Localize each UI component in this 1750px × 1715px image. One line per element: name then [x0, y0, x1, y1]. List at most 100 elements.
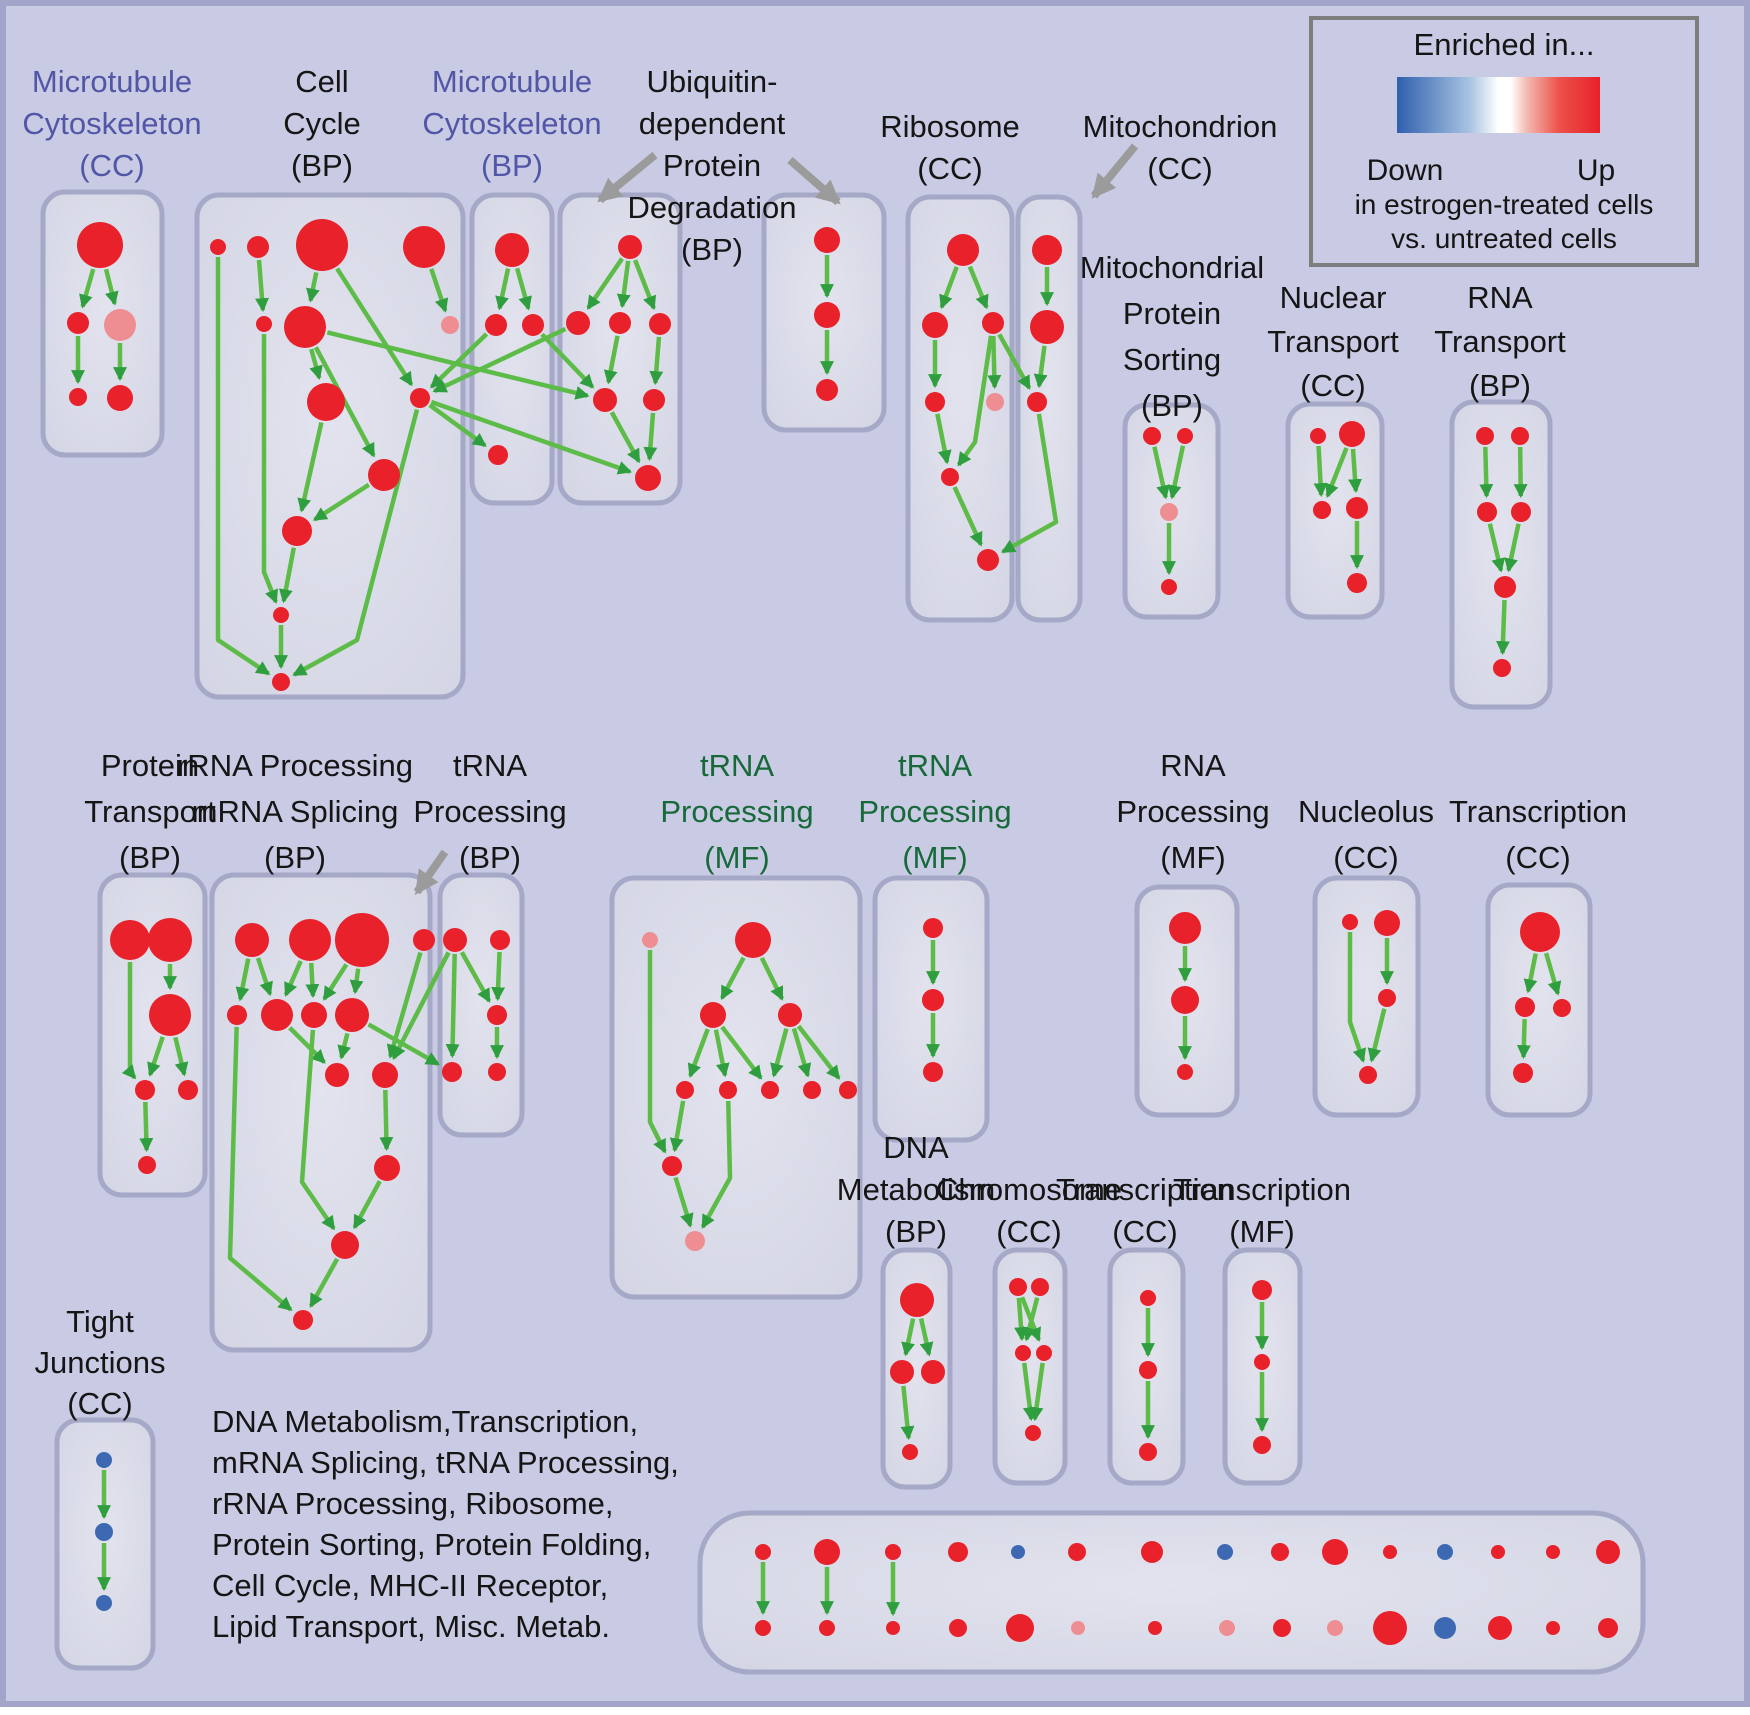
- go-node-S1: [890, 1360, 914, 1384]
- edge-D2-D4: [603, 335, 620, 385]
- edge-C0-C1: [495, 268, 511, 311]
- go-node-L4: [227, 1005, 247, 1025]
- go-node-B3: [403, 226, 445, 268]
- legend-caption-2: vs. untreated cells: [1391, 223, 1617, 254]
- trna-mf-label-2: tRNA Processing (MF): [858, 748, 1011, 875]
- strip-dot-top-4: [1011, 1545, 1025, 1559]
- go-node-Q0: [1342, 914, 1358, 930]
- go-node-R3: [1513, 1063, 1533, 1083]
- edge-F2-F5: [956, 335, 994, 467]
- label-pointer-arrow-3: [413, 849, 449, 895]
- go-node-O0: [923, 918, 943, 938]
- go-node-D1: [566, 311, 590, 335]
- go-node-K3: [135, 1080, 155, 1100]
- edge-S1-S3: [900, 1385, 915, 1441]
- edge-C0-C2: [514, 267, 532, 311]
- edge-D0-D2: [616, 260, 631, 309]
- edge-J3-J4: [1504, 523, 1521, 573]
- go-node-F2: [982, 312, 1004, 334]
- go-node-R0: [1520, 912, 1560, 952]
- edge-K0-K3: [121, 962, 137, 1080]
- go-node-T4: [1025, 1425, 1041, 1441]
- go-node-R2: [1553, 999, 1571, 1017]
- edge-N3-N6: [770, 1027, 789, 1078]
- edge-T0-T2: [1014, 1297, 1028, 1342]
- go-node-N1: [735, 922, 771, 958]
- go-node-V1: [1254, 1354, 1270, 1370]
- edge-N2-N4: [687, 1028, 710, 1078]
- edge-L6-L11: [299, 1029, 336, 1231]
- edge-B8-C3: [428, 403, 487, 448]
- go-node-G0: [1032, 235, 1062, 265]
- edge-D1-B8: [432, 326, 567, 394]
- mitochondrion-label: Mitochondrion (CC): [1083, 109, 1278, 186]
- edge-L1-L5: [283, 960, 303, 997]
- edge-J2-J4: [1487, 523, 1506, 573]
- go-node-M4: [488, 1063, 506, 1081]
- go-node-F1: [922, 312, 948, 338]
- go-node-N2: [700, 1002, 726, 1028]
- go-node-N4: [676, 1081, 694, 1099]
- go-node-X2: [96, 1595, 112, 1611]
- go-node-B6: [441, 316, 459, 334]
- strip-dot-top-6: [1141, 1541, 1163, 1563]
- strip-dot-bottom-13: [1546, 1621, 1560, 1635]
- tight-junctions-label: Tight Junctions (CC): [35, 1304, 166, 1421]
- edge-D3-D5: [649, 336, 664, 386]
- go-node-L6: [301, 1002, 327, 1028]
- edge-K3-K5: [139, 1101, 154, 1153]
- go-node-A3: [69, 388, 87, 406]
- go-node-O1: [922, 989, 944, 1011]
- go-node-O2: [923, 1062, 943, 1082]
- go-node-B8: [410, 388, 430, 408]
- go-node-S3: [902, 1444, 918, 1460]
- go-node-L9: [372, 1062, 398, 1088]
- trna-bp-label: tRNA Processing (BP): [413, 748, 566, 875]
- mt-cc-box: [40, 189, 165, 458]
- edge-R0-R2: [1543, 952, 1562, 996]
- go-node-F0: [947, 234, 979, 266]
- misc-strip-box: [697, 1510, 1646, 1675]
- strip-dot-top-3: [948, 1542, 968, 1562]
- strip-dot-bottom-1: [819, 1620, 835, 1636]
- go-node-H1: [1177, 428, 1193, 444]
- transcription-cc-box-1: [1485, 882, 1593, 1118]
- edge-B4-D4: [326, 330, 590, 400]
- rna-mf-label: RNA Processing (MF): [1116, 748, 1269, 875]
- edge-B4-B7: [309, 348, 323, 380]
- go-node-I1: [1339, 421, 1365, 447]
- edge-G1-G2: [1033, 345, 1048, 389]
- edge-L0-L5: [255, 957, 273, 997]
- go-node-J0: [1476, 427, 1494, 445]
- edge-L0-L4: [235, 958, 251, 1002]
- go-node-D4: [593, 388, 617, 412]
- go-node-A4: [107, 385, 133, 411]
- go-node-F6: [977, 549, 999, 571]
- go-node-F5: [941, 468, 959, 486]
- legend-down-label: Down: [1367, 154, 1444, 187]
- go-node-J1: [1511, 427, 1529, 445]
- edge-T3-T4: [1029, 1362, 1045, 1422]
- go-node-I2: [1313, 501, 1331, 519]
- go-node-N5: [719, 1081, 737, 1099]
- edge-F2-G2: [997, 333, 1032, 390]
- go-node-S0: [900, 1283, 934, 1317]
- legend-box: [1309, 16, 1699, 267]
- edge-B2-B4: [306, 271, 320, 303]
- go-node-G2: [1027, 392, 1047, 412]
- go-node-X0: [96, 1452, 112, 1468]
- edge-N0-N9: [647, 950, 667, 1154]
- go-node-V0: [1252, 1280, 1272, 1300]
- go-node-T0: [1009, 1278, 1027, 1296]
- strip-dot-bottom-5: [1071, 1621, 1085, 1635]
- go-node-F4: [986, 393, 1004, 411]
- strip-dot-bottom-4: [1006, 1614, 1034, 1642]
- strip-dot-bottom-10: [1373, 1611, 1407, 1645]
- dna-metabolism-label: DNA Metabolism (BP): [837, 1130, 996, 1249]
- go-node-B11: [273, 607, 289, 623]
- edge-N3-N8: [796, 1024, 841, 1080]
- edge-H0-H2: [1152, 446, 1170, 500]
- cell-cycle-label: Cell Cycle (BP): [283, 64, 361, 183]
- go-node-P0: [1169, 912, 1201, 944]
- edge-L2-L6: [322, 963, 349, 1001]
